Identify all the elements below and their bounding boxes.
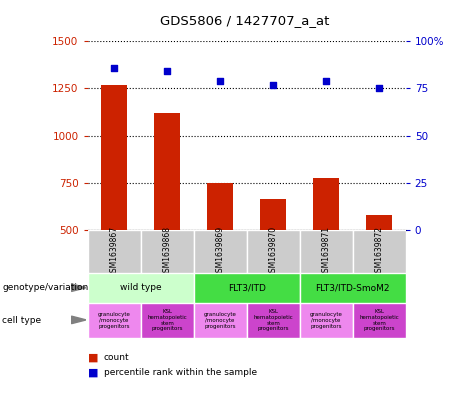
Polygon shape [71,316,86,324]
Bar [101,84,127,324]
Text: genotype/variation: genotype/variation [2,283,89,292]
Text: granulocyte
/monocyte
progenitors: granulocyte /monocyte progenitors [98,312,130,329]
Text: GSM1639870: GSM1639870 [269,226,278,277]
Text: GSM1639868: GSM1639868 [163,226,171,277]
Text: GSM1639872: GSM1639872 [375,226,384,277]
Text: GSM1639871: GSM1639871 [322,226,331,277]
Bar [300,273,406,303]
Bar [207,183,233,324]
Bar [194,273,300,303]
Bar [194,303,247,338]
Text: granulocyte
/monocyte
progenitors: granulocyte /monocyte progenitors [310,312,343,329]
Text: wild type: wild type [120,283,161,292]
Bar [141,230,194,273]
Bar [154,113,180,324]
Bar [247,303,300,338]
Bar [300,230,353,273]
Bar [247,230,300,273]
Text: granulocyte
/monocyte
progenitors: granulocyte /monocyte progenitors [204,312,236,329]
Text: FLT3/ITD: FLT3/ITD [228,283,266,292]
Point [163,68,171,75]
Text: ■: ■ [88,367,98,378]
Point [110,64,118,71]
Text: KSL
hematopoietic
stem
progenitors: KSL hematopoietic stem progenitors [359,309,399,331]
Point [322,78,330,84]
Bar [366,215,392,324]
Text: ■: ■ [88,353,98,363]
Bar [88,273,194,303]
Text: KSL
hematopoietic
stem
progenitors: KSL hematopoietic stem progenitors [253,309,293,331]
Bar [194,230,247,273]
Polygon shape [71,284,86,292]
Text: GDS5806 / 1427707_a_at: GDS5806 / 1427707_a_at [160,14,329,27]
Point [269,81,277,88]
Bar [88,303,141,338]
Bar [353,230,406,273]
Bar [313,178,339,324]
Text: GSM1639869: GSM1639869 [216,226,225,277]
Bar [260,199,286,324]
Text: cell type: cell type [2,316,41,325]
Bar [141,303,194,338]
Bar [300,303,353,338]
Text: count: count [104,353,130,362]
Text: GSM1639867: GSM1639867 [110,226,118,277]
Point [216,78,224,84]
Bar [88,230,141,273]
Text: percentile rank within the sample: percentile rank within the sample [104,368,257,377]
Point [375,85,383,92]
Text: FLT3/ITD-SmoM2: FLT3/ITD-SmoM2 [315,283,390,292]
Bar [353,303,406,338]
Text: KSL
hematopoietic
stem
progenitors: KSL hematopoietic stem progenitors [147,309,187,331]
